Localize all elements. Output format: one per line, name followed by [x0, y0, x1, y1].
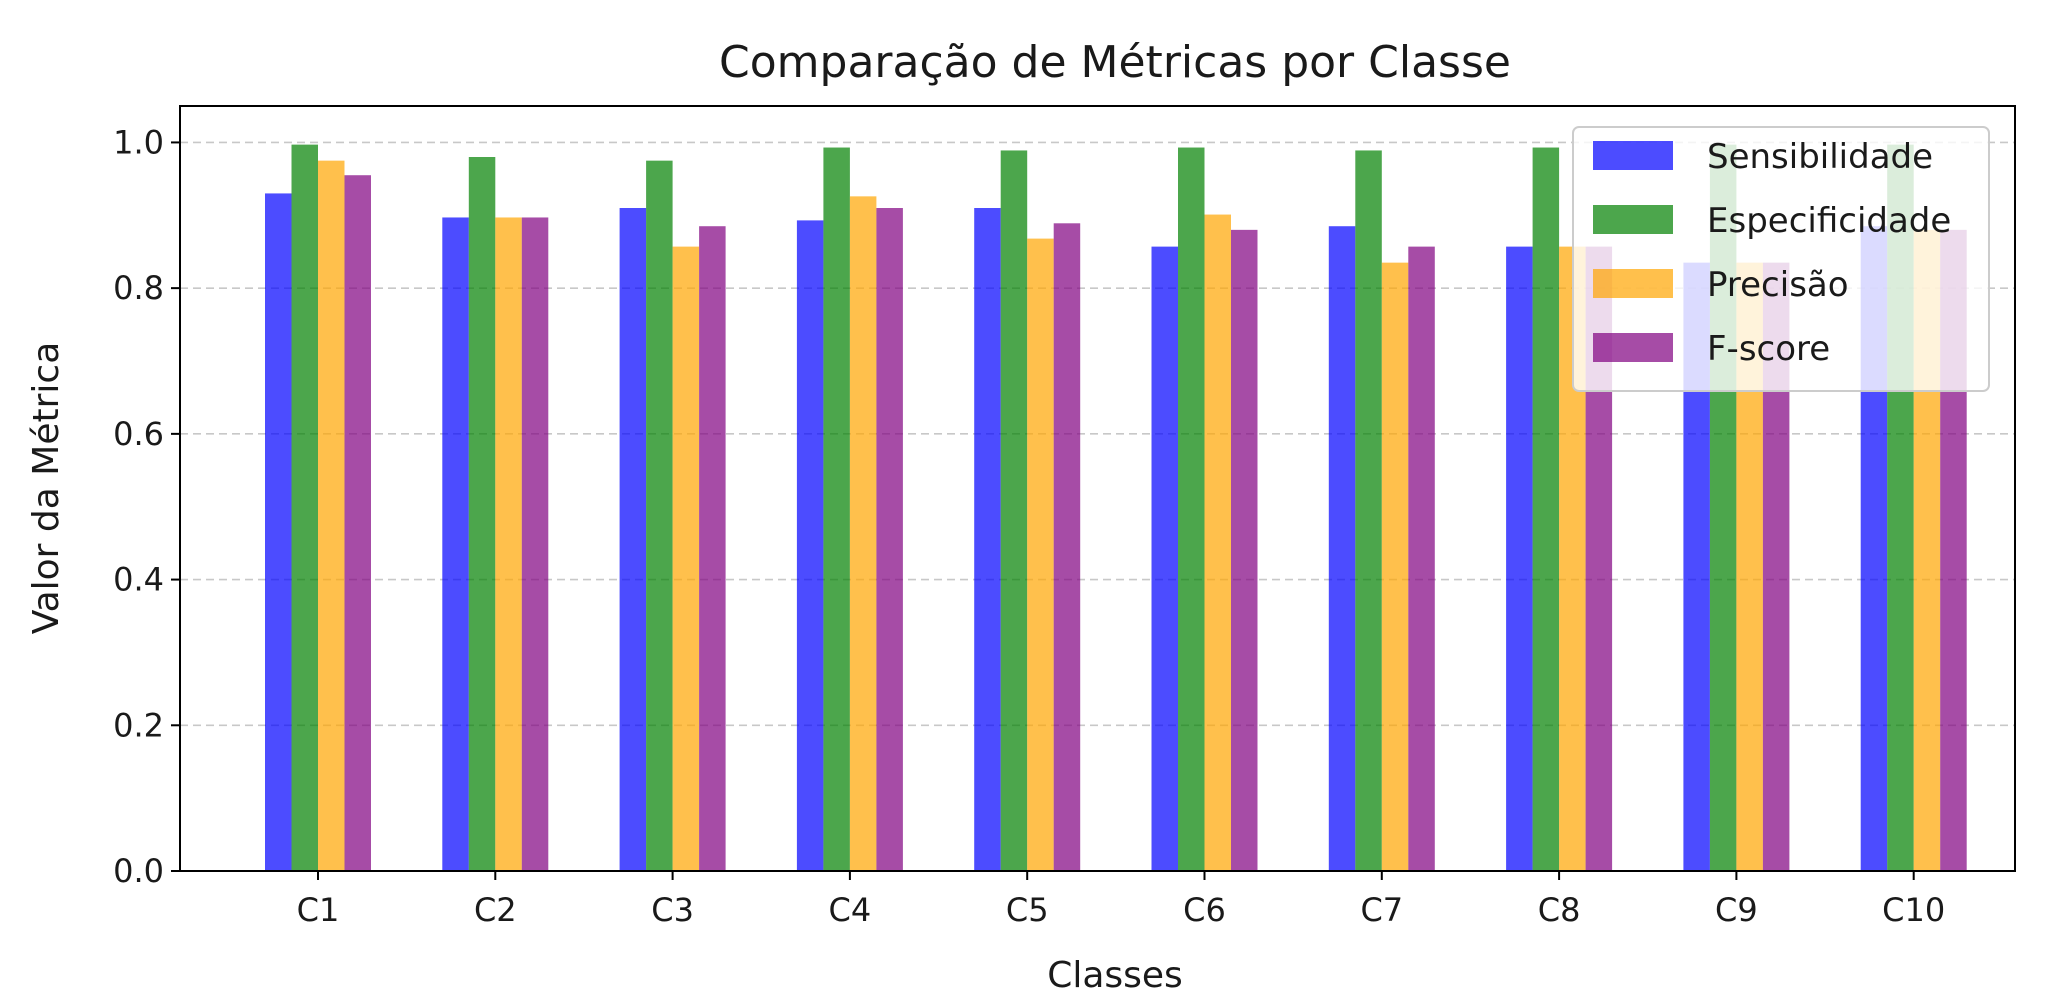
bar-precis-o-c4 — [849, 196, 877, 872]
plot-area-frame — [179, 105, 2016, 872]
bar-sensibilidade-c8 — [1506, 246, 1533, 872]
y-tick-label: 0.0 — [113, 852, 164, 890]
bar-precis-o-c5 — [1027, 238, 1054, 872]
x-tick-label: C2 — [474, 891, 517, 929]
bar-precis-o-c3 — [672, 246, 700, 872]
legend-swatch — [1593, 205, 1673, 234]
bar-precis-o-c6 — [1204, 214, 1231, 872]
legend: Sensibilidade Especificidade Precisão F-sco… — [1572, 126, 1990, 392]
x-tick-label: C8 — [1538, 891, 1581, 929]
legend-swatch — [1593, 333, 1673, 362]
x-axis: C1 C2 C3 C4 C5 C6 C7 C8 C9 C10 — [297, 871, 1945, 929]
bar-sensibilidade-c3 — [619, 208, 647, 871]
y-axis: 0.0 0.2 0.4 0.6 0.8 1.0 — [113, 123, 180, 890]
y-tick-label: 1.0 — [113, 123, 164, 161]
bar-f-score-c3 — [699, 226, 726, 871]
x-tick-label: C4 — [829, 891, 872, 929]
legend-frame — [1572, 126, 1990, 392]
y-tick-label: 0.6 — [113, 415, 164, 453]
bar-f-score-c1 — [344, 175, 371, 871]
y-axis-label: Valor da Métrica — [26, 342, 67, 635]
bar-f-score-c4 — [876, 208, 903, 871]
bar-sensibilidade-c6 — [1151, 246, 1178, 872]
bar-f-score-c5 — [1053, 223, 1081, 872]
bar-sensibilidade-c7 — [1328, 226, 1356, 871]
bar-especificidade-c7 — [1355, 150, 1382, 871]
bar-especificidade-c2 — [468, 157, 496, 871]
bar-sensibilidade-c2 — [442, 217, 469, 871]
y-tick-label: 0.4 — [113, 561, 164, 599]
bar-f-score-c6 — [1231, 229, 1258, 871]
bar-especificidade-c4 — [823, 147, 850, 871]
x-tick-label: C5 — [1006, 891, 1049, 929]
bar-especificidade-c8 — [1532, 147, 1560, 871]
legend-swatch — [1593, 269, 1673, 298]
legend-label: F-score — [1707, 329, 1830, 369]
bar-especificidade-c6 — [1178, 147, 1205, 871]
bar-sensibilidade-c4 — [796, 220, 824, 871]
x-tick-label: C7 — [1360, 891, 1403, 929]
bar-f-score-c2 — [521, 217, 549, 871]
legend-label: Especificidade — [1707, 201, 1951, 241]
bar-sensibilidade-c1 — [265, 193, 292, 871]
bar-precis-o-c2 — [495, 217, 522, 871]
bar-precis-o-c1 — [318, 160, 345, 872]
y-tick-label: 0.2 — [113, 706, 164, 744]
bar-especificidade-c5 — [1000, 150, 1028, 871]
x-tick-label: C1 — [297, 891, 340, 929]
x-axis-label: Classes — [1047, 955, 1183, 996]
legend-label: Precisão — [1707, 265, 1849, 305]
legend-label: Sensibilidade — [1707, 137, 1933, 177]
bar-precis-o-c7 — [1381, 262, 1409, 872]
x-tick-label: C6 — [1183, 891, 1226, 929]
legend-swatch — [1593, 141, 1673, 170]
bar-sensibilidade-c5 — [974, 208, 1001, 871]
chart-title: Comparação de Métricas por Classe — [719, 37, 1511, 88]
bar-f-score-c7 — [1408, 246, 1435, 872]
y-tick-label: 0.8 — [113, 269, 164, 307]
bar-especificidade-c3 — [646, 160, 673, 872]
bar-especificidade-c1 — [291, 144, 318, 872]
x-tick-label: C9 — [1715, 891, 1758, 929]
x-tick-label: C3 — [651, 891, 694, 929]
x-tick-label: C10 — [1882, 891, 1945, 929]
